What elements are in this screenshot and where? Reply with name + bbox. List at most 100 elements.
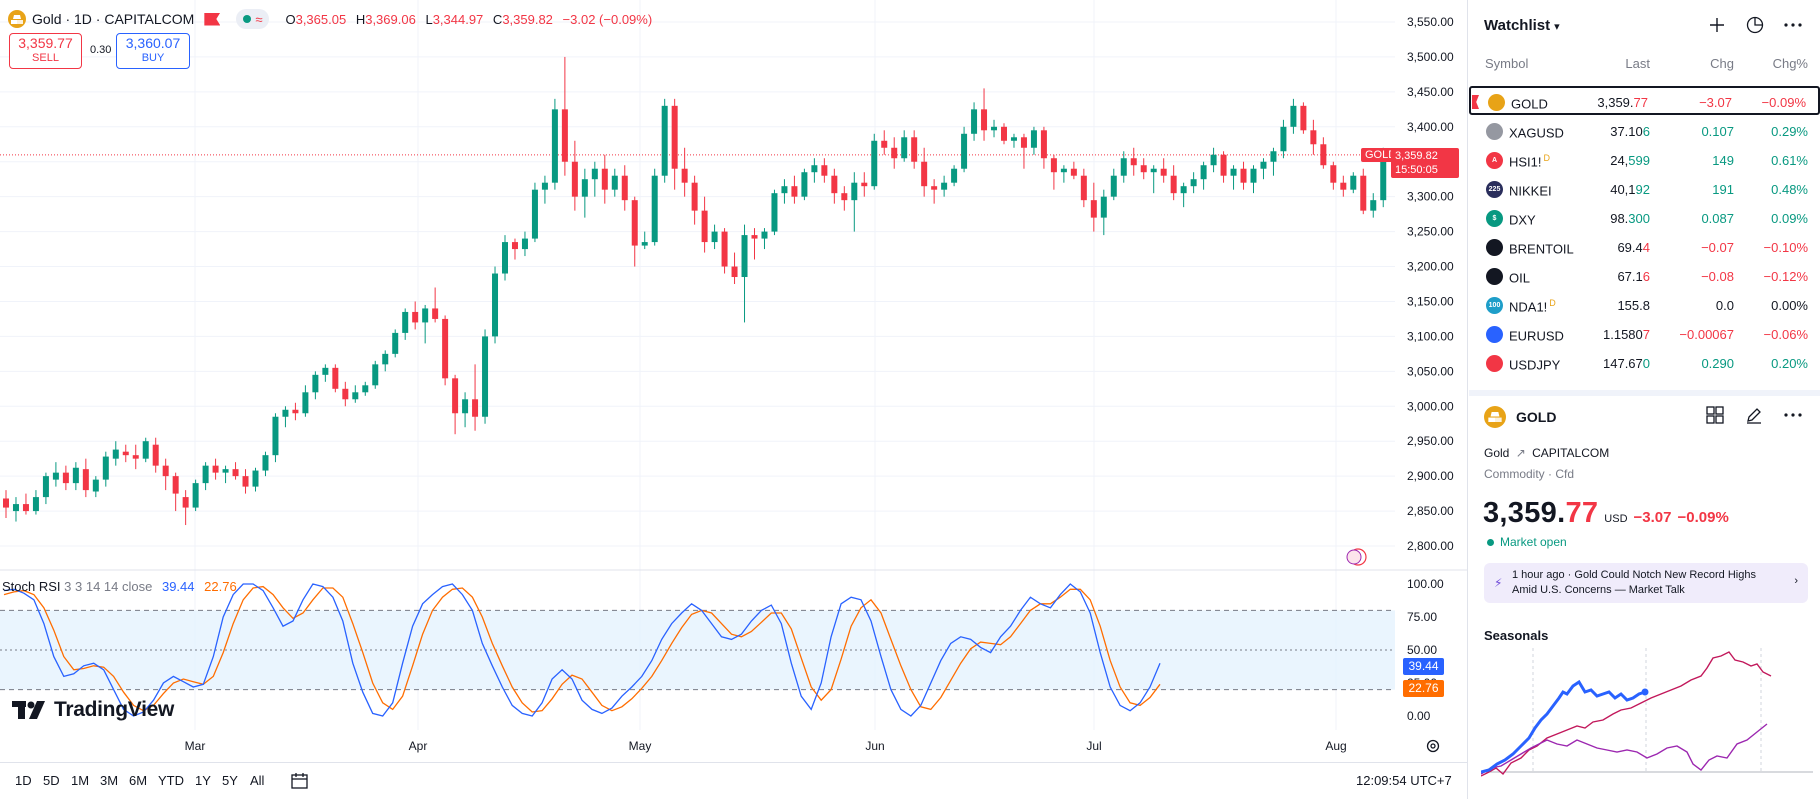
price-axis-label: 3,550.00 xyxy=(1407,15,1454,29)
price-axis-label: 3,200.00 xyxy=(1407,260,1454,274)
candle-body xyxy=(1350,175,1357,190)
timeframe-1m[interactable]: 1M xyxy=(71,773,90,788)
calendar-range-icon[interactable] xyxy=(290,771,310,791)
candle-body xyxy=(701,210,708,243)
watchlist-row[interactable]: GOLD 3,359.77 −3.07 −0.09% xyxy=(1469,86,1820,115)
candle-body xyxy=(1200,165,1207,180)
candle-body xyxy=(302,392,309,414)
timeframe-all[interactable]: All xyxy=(250,773,265,788)
candle-body xyxy=(691,182,698,211)
candle-body xyxy=(781,186,788,194)
stoch-k-tag: 39.44 xyxy=(1403,658,1444,675)
seasonals-chart[interactable] xyxy=(1481,648,1813,788)
watchlist-symbol: DXY xyxy=(1509,212,1536,228)
candle-body xyxy=(871,140,878,187)
price-axis-label: 3,100.00 xyxy=(1407,329,1454,343)
time-axis-label: Jul xyxy=(1086,739,1101,753)
ohlc-values: O3,365.05 H3,369.06 L3,344.97 C3,359.82 … xyxy=(285,11,653,27)
external-link-icon[interactable]: ↗ xyxy=(1515,446,1526,460)
watchlist-chg: −3.07 xyxy=(1699,95,1732,110)
candle-body xyxy=(1240,168,1247,183)
market-open-dot-icon xyxy=(1487,538,1494,546)
candle-body xyxy=(511,242,518,250)
watchlist-row[interactable]: A HSI1! D 24,599 149 0.61% xyxy=(1469,146,1820,175)
timeframe-ytd[interactable]: YTD xyxy=(158,773,184,788)
panel-divider[interactable] xyxy=(1469,390,1820,396)
more-options-icon[interactable] xyxy=(1783,15,1803,35)
price-axis-label: 3,400.00 xyxy=(1407,120,1454,134)
watchlist-row[interactable]: XAGUSD 37.106 0.107 0.29% xyxy=(1469,117,1820,146)
watchlist-symbol: BRENTOIL xyxy=(1509,241,1574,257)
gold-logo-icon xyxy=(8,10,26,28)
timeframe-5d[interactable]: 5D xyxy=(43,773,60,788)
candle-body xyxy=(1280,126,1287,152)
col-last[interactable]: Last xyxy=(1625,56,1650,71)
sell-button[interactable]: 3,359.77 SELL xyxy=(9,33,82,69)
candle-body xyxy=(462,399,469,414)
col-chg[interactable]: Chg xyxy=(1710,56,1734,71)
details-exchange[interactable]: CAPITALCOM xyxy=(1532,446,1610,460)
symbol-logo-icon: $ xyxy=(1486,210,1503,227)
candle-body xyxy=(1270,151,1277,162)
timeframe-1d[interactable]: 1D xyxy=(15,773,32,788)
watchlist-row[interactable]: EURUSD 1.15807 −0.00067 −0.06% xyxy=(1469,320,1820,349)
news-headline-card[interactable]: ⚡ 1 hour ago · Gold Could Notch New Reco… xyxy=(1484,563,1808,603)
flag-icon[interactable] xyxy=(204,12,221,26)
candle-body xyxy=(1120,158,1127,176)
more-options-icon[interactable] xyxy=(1783,405,1803,425)
watchlist-row[interactable]: $ DXY 98.300 0.087 0.09% xyxy=(1469,204,1820,233)
layout-grid-icon[interactable] xyxy=(1705,405,1725,425)
seasonals-title[interactable]: Seasonals xyxy=(1484,628,1549,643)
watchlist-row[interactable]: 225 NIKKEI 40,192 191 0.48% xyxy=(1469,175,1820,204)
timeframe-5y[interactable]: 5Y xyxy=(222,773,238,788)
seasonal-line-magenta xyxy=(1481,651,1772,777)
candle-body xyxy=(751,235,758,239)
gear-icon[interactable] xyxy=(1425,738,1441,754)
watchlist-chg-pct: −0.09% xyxy=(1761,95,1806,110)
candle-body xyxy=(1320,144,1327,166)
watchlist-title[interactable]: Watchlist ▾ xyxy=(1484,17,1560,34)
timeframe-1y[interactable]: 1Y xyxy=(195,773,211,788)
chart-area[interactable]: 3,550.003,500.003,450.003,400.003,350.00… xyxy=(0,0,1468,799)
details-symbol[interactable]: GOLD xyxy=(1516,409,1557,425)
col-symbol[interactable]: Symbol xyxy=(1485,56,1529,71)
advanced-view-icon[interactable] xyxy=(1745,15,1765,35)
add-symbol-icon[interactable] xyxy=(1707,15,1727,35)
price-axis-label: 2,950.00 xyxy=(1407,434,1454,448)
clock[interactable]: 12:09:54 UTC+7 xyxy=(1356,773,1452,788)
timeframe-6m[interactable]: 6M xyxy=(129,773,148,788)
candle-body xyxy=(342,388,349,400)
candle-body xyxy=(1210,154,1217,166)
candle-body xyxy=(32,497,39,512)
candle-body xyxy=(92,479,99,492)
price-axis-label: 2,850.00 xyxy=(1407,504,1454,518)
watchlist-row[interactable]: 100 NDA1! D 155.8 0.0 0.00% xyxy=(1469,291,1820,320)
watchlist-row[interactable]: BRENTOIL 69.44 −0.07 −0.10% xyxy=(1469,233,1820,262)
flag-icon[interactable] xyxy=(1472,95,1479,109)
candle-body xyxy=(52,472,59,480)
details-change: −3.07 xyxy=(1633,509,1672,526)
chart-title[interactable]: Gold · 1D · CAPITALCOM xyxy=(32,11,195,27)
timeframe-3m[interactable]: 3M xyxy=(100,773,119,788)
symbol-price-tag: GOLD xyxy=(1361,148,1401,162)
lightning-icon: ⚡ xyxy=(1494,576,1503,590)
price-axis-label: 3,250.00 xyxy=(1407,225,1454,239)
candle-body xyxy=(901,137,908,159)
candle-body xyxy=(1020,137,1027,148)
watchlist-row[interactable]: OIL 67.16 −0.08 −0.12% xyxy=(1469,262,1820,291)
details-name[interactable]: Gold xyxy=(1484,446,1510,460)
candle-body xyxy=(551,109,558,183)
edit-note-icon[interactable] xyxy=(1744,405,1764,425)
tradingview-logo[interactable]: TradingView xyxy=(12,698,174,722)
watchlist-row[interactable]: USDJPY 147.670 0.290 0.20% xyxy=(1469,349,1820,378)
candle-body xyxy=(1001,126,1007,141)
stoch-rsi-legend[interactable]: Stoch RSI 3 3 14 14 close 39.44 22.76 xyxy=(2,579,237,594)
buy-button[interactable]: 3,360.07 BUY xyxy=(116,33,190,69)
col-chg-pct[interactable]: Chg% xyxy=(1772,56,1808,71)
candle-body xyxy=(102,456,109,480)
market-open-dot-icon xyxy=(243,15,252,23)
price-axis-label: 2,900.00 xyxy=(1407,469,1454,483)
candle-body xyxy=(831,175,838,194)
market-status-pill[interactable]: ≈ xyxy=(236,9,270,29)
chart-canvas[interactable]: 3,550.003,500.003,450.003,400.003,350.00… xyxy=(0,0,1468,762)
